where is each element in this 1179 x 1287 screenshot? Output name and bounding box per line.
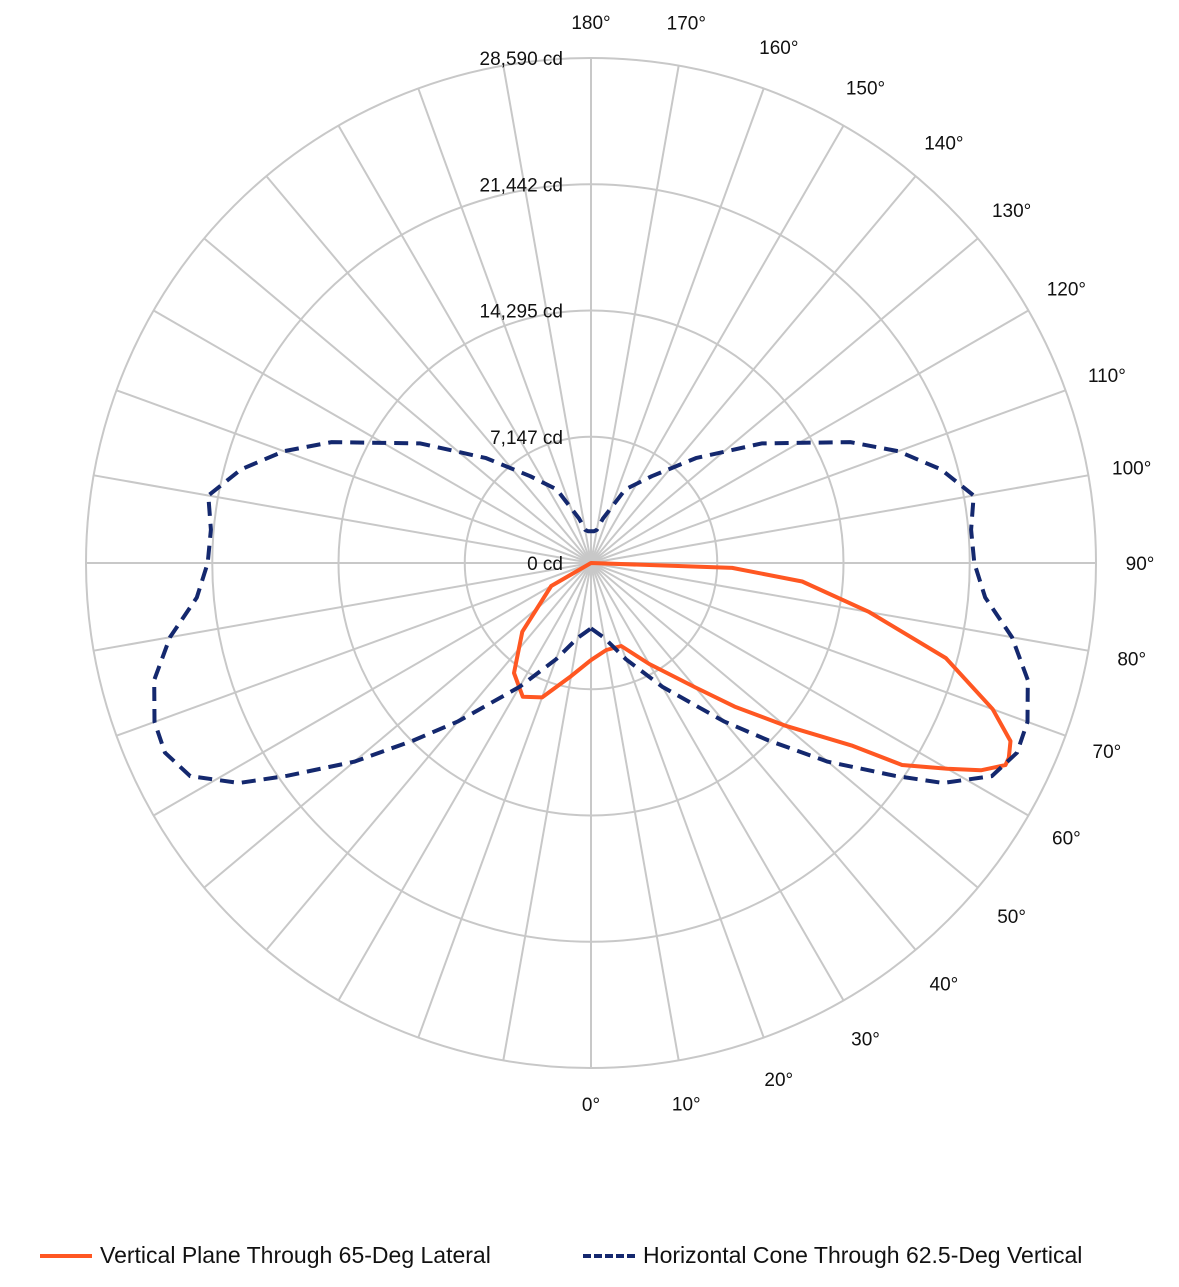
radial-tick-label: 0 cd <box>527 554 563 575</box>
angle-tick-label: 80° <box>1117 649 1146 670</box>
radial-gridline <box>85 57 1097 1069</box>
radial-tick-label: 28,590 cd <box>480 49 563 70</box>
angle-tick-label: 100° <box>1112 459 1151 480</box>
legend-swatch-dashed <box>583 1253 635 1258</box>
radial-gridline <box>337 309 845 817</box>
radial-tick-labels: 0 cd 7,147 cd 14,295 cd 21,442 cd 28,590 cd <box>480 49 563 575</box>
angle-tick-label: 160° <box>759 38 798 59</box>
angle-tick-label: 180° <box>571 13 610 34</box>
angle-tick-labels: 0° 10° 20° 30° 40° 50° 60° 70° 80° 90° 100° 110° 120… <box>571 13 1154 1116</box>
angle-tick-label: 130° <box>992 201 1031 222</box>
angle-tick-label: 120° <box>1047 280 1086 301</box>
series-line-2 <box>152 440 1030 785</box>
radial-gridline <box>463 435 719 691</box>
legend-item-vertical-plane: Vertical Plane Through 65-Deg Lateral <box>40 1242 491 1269</box>
angle-tick-label: 20° <box>764 1070 793 1091</box>
radial-gridlines <box>85 57 1097 1069</box>
legend-swatch-solid <box>40 1253 92 1258</box>
angle-tick-label: 60° <box>1052 829 1081 850</box>
angle-tick-label: 10° <box>672 1095 701 1116</box>
angle-tick-label: 40° <box>930 975 959 996</box>
angle-tick-label: 170° <box>667 13 706 34</box>
angle-tick-label: 50° <box>997 907 1026 928</box>
radial-tick-label: 14,295 cd <box>480 302 563 323</box>
series-layer <box>152 440 1030 785</box>
angle-tick-label: 110° <box>1088 366 1126 387</box>
angle-tick-label: 70° <box>1093 742 1122 763</box>
angle-tick-label: 140° <box>924 133 963 154</box>
radial-tick-label: 21,442 cd <box>480 175 563 196</box>
radial-tick-label: 7,147 cd <box>490 428 563 449</box>
radial-gridline <box>211 183 971 943</box>
angle-tick-label: 30° <box>851 1029 880 1050</box>
legend-item-horizontal-cone: Horizontal Cone Through 62.5-Deg Vertica… <box>583 1242 1082 1269</box>
series-line-1 <box>512 561 1013 773</box>
angle-tick-label: 0° <box>582 1095 600 1116</box>
legend: Vertical Plane Through 65-Deg Lateral Ho… <box>0 1242 1179 1282</box>
legend-label: Vertical Plane Through 65-Deg Lateral <box>100 1242 491 1268</box>
legend-label: Horizontal Cone Through 62.5-Deg Vertica… <box>643 1242 1083 1268</box>
angle-tick-label: 90° <box>1126 554 1155 575</box>
angle-tick-label: 150° <box>846 79 885 100</box>
